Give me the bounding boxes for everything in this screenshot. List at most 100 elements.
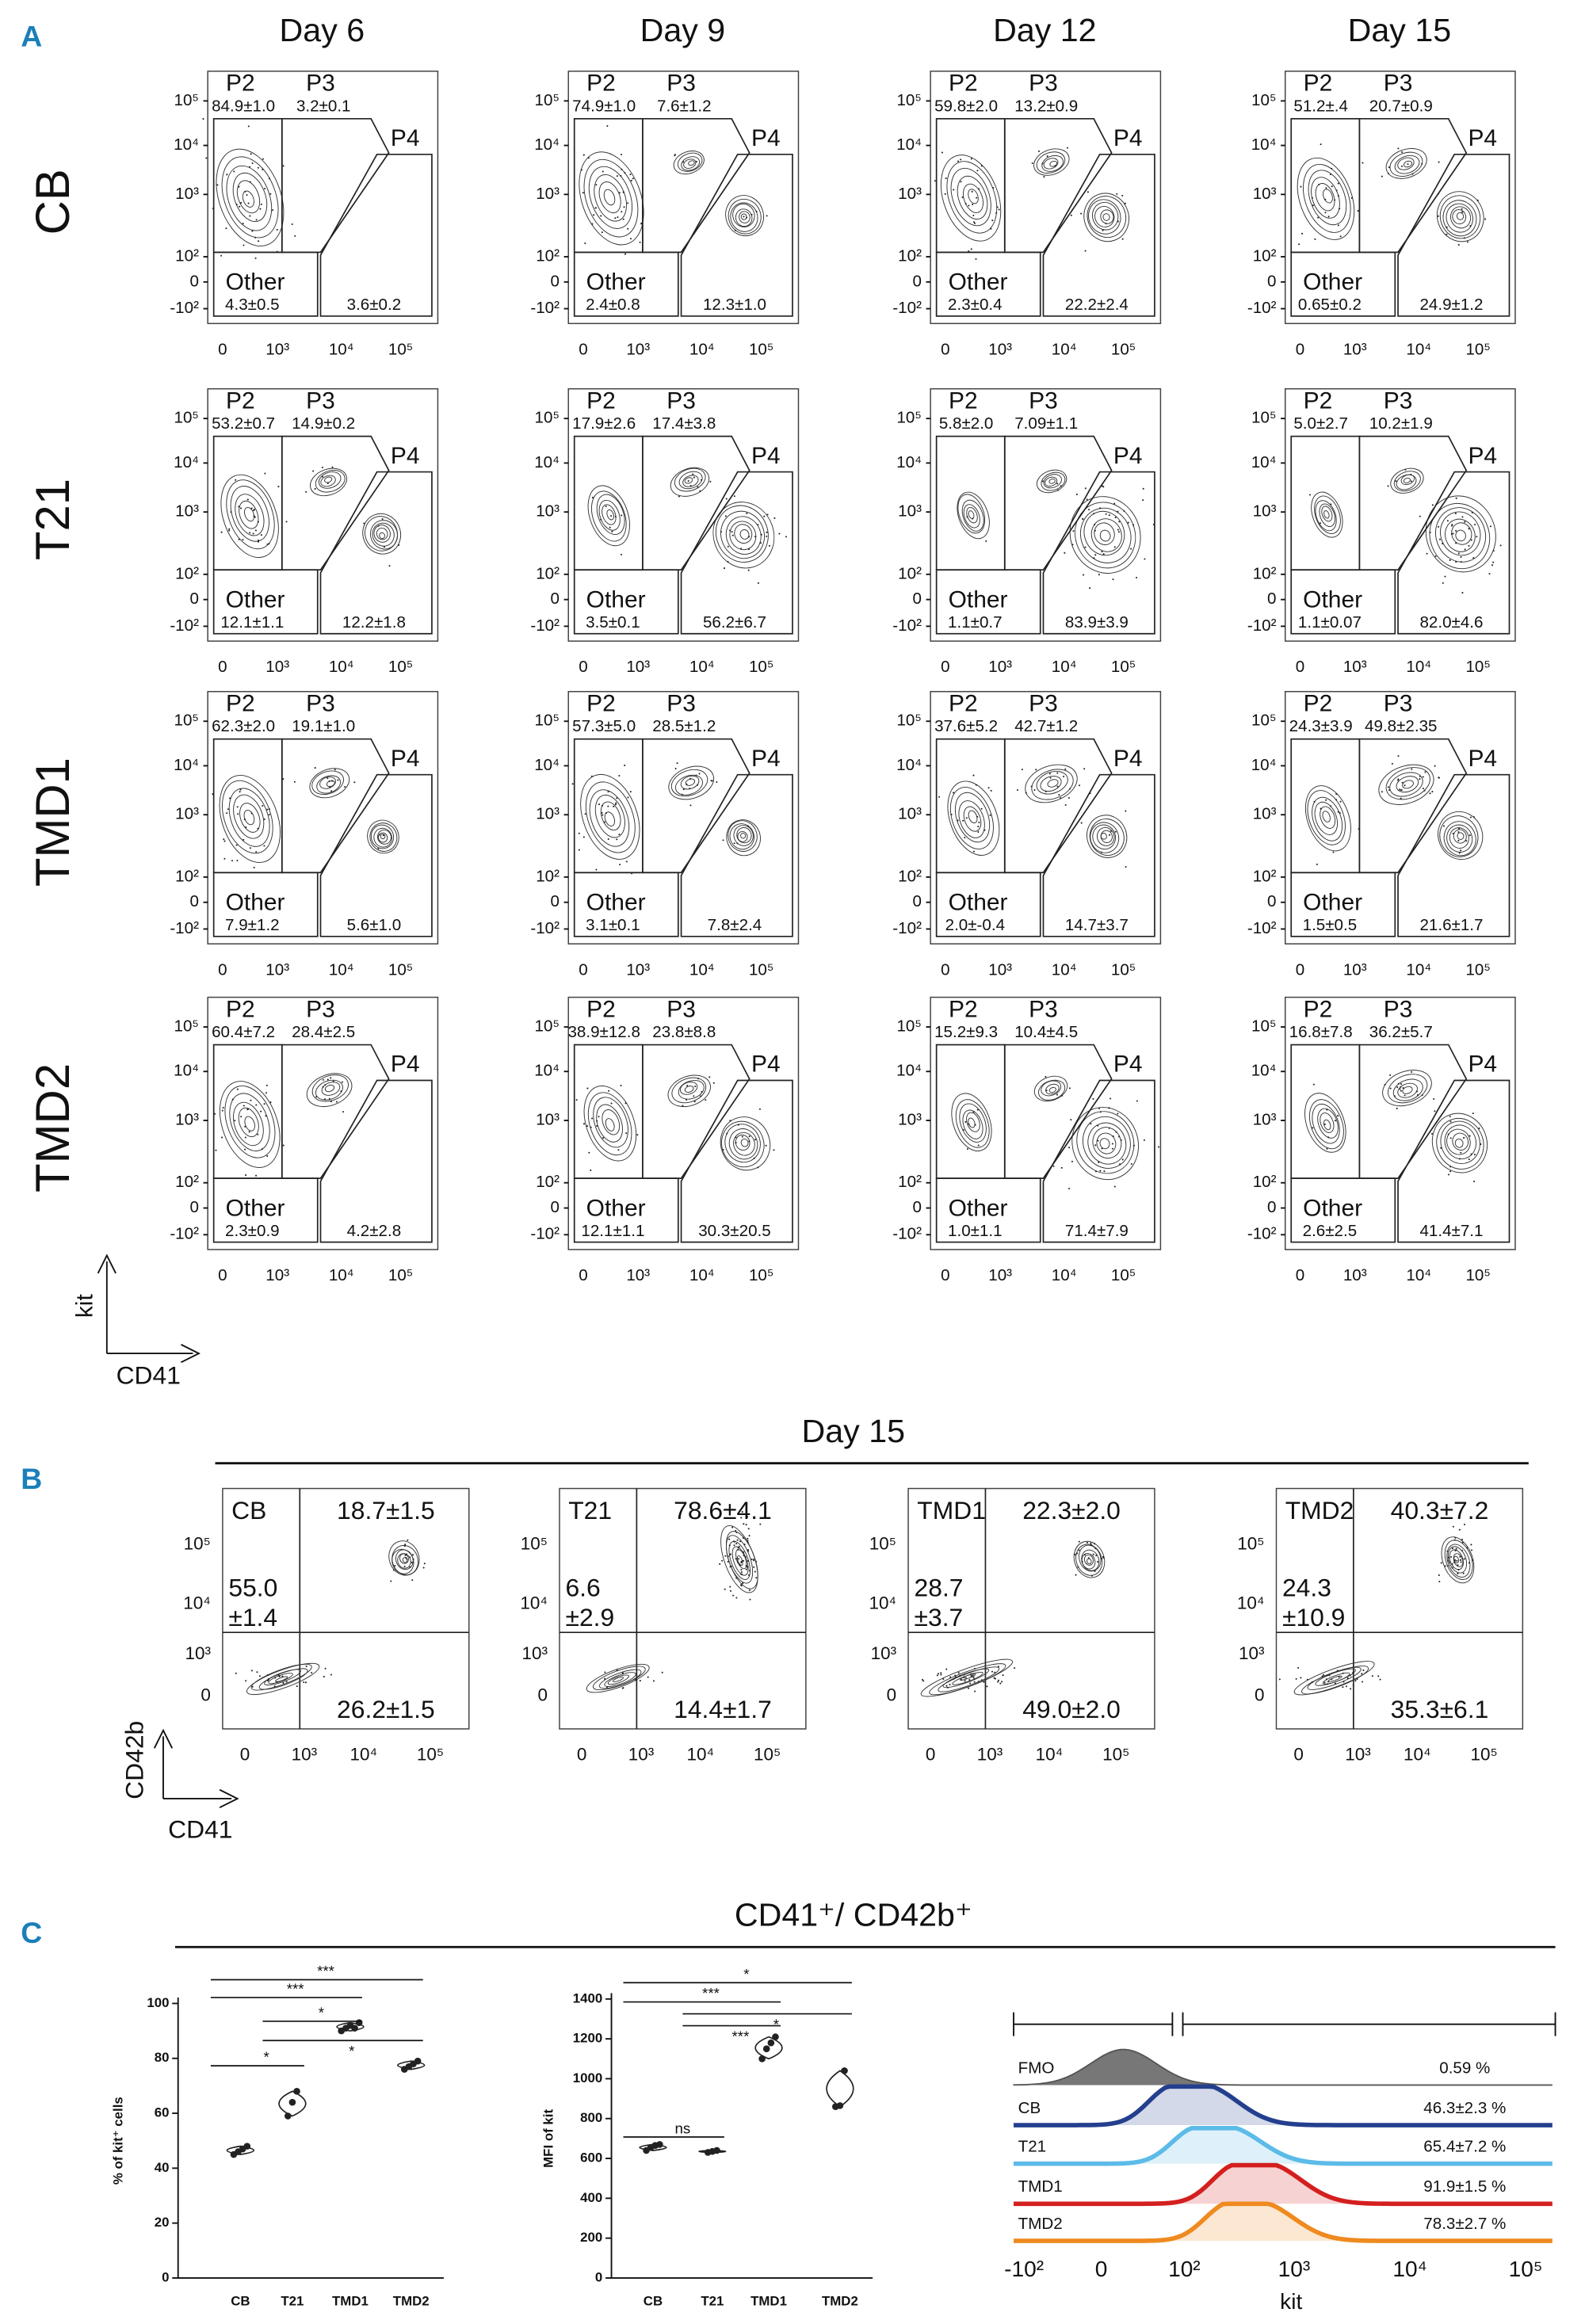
event-dot xyxy=(1387,485,1389,487)
event-dot xyxy=(1410,480,1412,483)
event-dot xyxy=(604,1677,606,1680)
event-dot xyxy=(613,805,615,807)
event-dot xyxy=(605,812,607,815)
event-dot xyxy=(382,834,384,837)
event-dot xyxy=(238,506,240,508)
event-dot xyxy=(1102,1555,1105,1558)
y-tick-label: 10⁴ xyxy=(534,756,560,774)
gate xyxy=(1042,773,1155,937)
event-dot xyxy=(972,221,976,223)
event-dot xyxy=(735,1597,738,1599)
row-header: TMD2 xyxy=(26,1063,79,1193)
x-tick-label: 0 xyxy=(218,658,227,676)
event-dot xyxy=(1325,1678,1327,1681)
event-dot xyxy=(1077,1566,1079,1568)
contour xyxy=(250,1663,312,1691)
event-dot xyxy=(765,1144,767,1147)
event-dot xyxy=(602,1137,605,1139)
histogram-value: 65.4±7.2 % xyxy=(1423,2138,1506,2156)
event-dot xyxy=(1334,1682,1337,1685)
data-point xyxy=(656,2141,663,2148)
contour xyxy=(1045,476,1058,487)
event-dot xyxy=(941,151,944,154)
event-dot xyxy=(249,215,251,217)
y-tick-label: 10⁵ xyxy=(896,1017,921,1036)
event-dot xyxy=(1397,1082,1400,1085)
event-dot xyxy=(973,1677,976,1681)
event-dot xyxy=(972,850,976,853)
x-tick-label: 10⁵ xyxy=(1111,1266,1136,1284)
event-dot xyxy=(394,1564,396,1567)
x-axis-label: kit xyxy=(1280,2289,1302,2314)
gate-name: Other xyxy=(226,890,285,916)
gate xyxy=(281,738,390,874)
gate xyxy=(319,471,433,635)
gate-name: P2 xyxy=(226,691,255,717)
event-dot xyxy=(268,1678,270,1681)
event-dot xyxy=(936,1674,938,1677)
contour xyxy=(243,809,255,826)
contour xyxy=(968,810,978,824)
event-dot xyxy=(1393,1095,1396,1097)
y-tick-label: 10⁵ xyxy=(896,91,921,109)
contour xyxy=(239,803,261,833)
event-dot xyxy=(1142,487,1144,490)
event-dot xyxy=(962,819,964,822)
contour xyxy=(740,833,747,839)
y-tick-label: 10⁵ xyxy=(869,1534,896,1554)
event-dot xyxy=(1089,587,1091,590)
gate-name: P2 xyxy=(586,996,616,1022)
event-dot xyxy=(975,258,977,260)
event-dot xyxy=(598,803,601,806)
event-dot xyxy=(729,1586,731,1588)
event-dot xyxy=(1421,1093,1423,1097)
event-dot xyxy=(972,774,975,777)
significance-label: *** xyxy=(317,1963,334,1979)
event-dot xyxy=(1308,494,1312,496)
event-dot xyxy=(243,244,245,246)
gate-value: 36.2±5.7 xyxy=(1369,1023,1433,1041)
event-dot xyxy=(586,1125,589,1128)
event-dot xyxy=(1103,1170,1106,1173)
contour xyxy=(376,527,388,540)
contour xyxy=(229,1093,270,1152)
event-dot xyxy=(710,780,712,782)
gate xyxy=(935,872,1041,937)
contour xyxy=(962,183,984,213)
histogram-fill xyxy=(1014,2086,1556,2126)
significance-label: * xyxy=(743,1966,749,1982)
event-dot xyxy=(1474,523,1476,526)
event-dot xyxy=(743,1551,745,1553)
event-dot xyxy=(1098,574,1100,576)
gate-name: P3 xyxy=(1029,387,1058,414)
gate-value: 3.2±0.1 xyxy=(296,97,351,115)
x-tick-label: 0 xyxy=(926,1745,935,1765)
contour xyxy=(221,156,279,239)
event-dot xyxy=(733,495,735,498)
event-dot xyxy=(778,532,781,535)
event-dot xyxy=(676,762,678,765)
event-dot xyxy=(747,1516,749,1518)
x-tick-label: 10³ xyxy=(988,960,1012,979)
event-dot xyxy=(411,1579,414,1582)
gate xyxy=(573,1177,679,1243)
gate-value: 59.8±2.0 xyxy=(934,97,998,115)
gate xyxy=(935,569,1041,635)
event-dot xyxy=(742,1582,744,1585)
y-tick-label: 10⁴ xyxy=(869,1593,896,1613)
x-tick-label: 10⁴ xyxy=(1052,1266,1077,1284)
gate xyxy=(1397,471,1511,635)
event-dot xyxy=(1440,1562,1442,1564)
event-dot xyxy=(253,515,255,517)
plot-frame xyxy=(207,71,439,325)
event-dot xyxy=(973,222,976,224)
event-dot xyxy=(321,466,324,469)
contour xyxy=(1436,1117,1484,1170)
contour xyxy=(1087,815,1128,858)
event-dot xyxy=(260,1110,262,1112)
event-dot xyxy=(1095,1554,1098,1556)
event-dot xyxy=(1444,1565,1446,1567)
